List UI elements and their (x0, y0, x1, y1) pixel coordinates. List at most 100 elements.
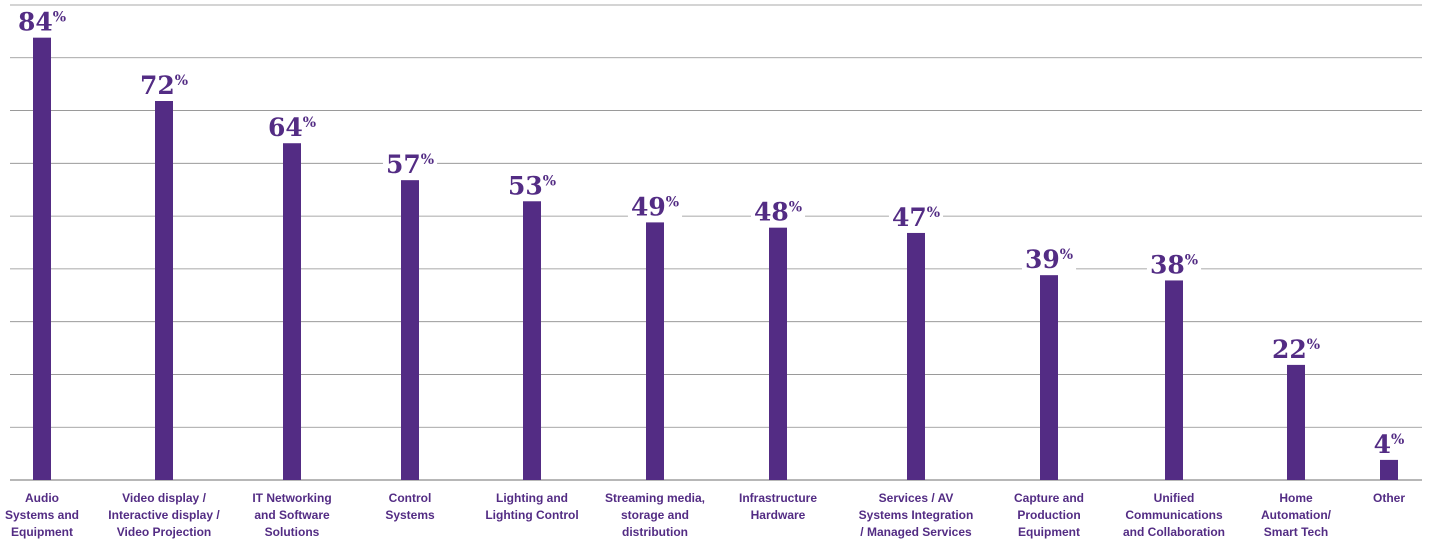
value-text: 38% (1150, 250, 1198, 279)
value-unit: % (789, 200, 802, 216)
value-label: 39% (1021, 244, 1077, 276)
value-label: 4% (1370, 428, 1408, 460)
category-label-line: Video display / (122, 491, 206, 505)
value-number: 53 (508, 171, 543, 200)
category-label-line: Capture and (1014, 491, 1084, 505)
value-text: 39% (1025, 245, 1073, 274)
category-label-line: Smart Tech (1264, 525, 1328, 539)
category-label-line: IT Networking (252, 491, 331, 505)
value-label: 53% (504, 170, 560, 202)
bar (401, 179, 419, 480)
category-label-line: Infrastructure (739, 491, 817, 505)
category-label: Home Automation/Smart Tech (1261, 491, 1332, 539)
value-label: 47% (888, 201, 944, 233)
category-label-line: Control (389, 491, 432, 505)
category-label-line: Communications (1125, 508, 1223, 522)
value-labels: 84%72%64%57%53%49% 48% 47%39% 38%22%4% (14, 6, 1408, 460)
category-label-line: Equipment (1018, 525, 1080, 539)
category-label: Control Systems (385, 491, 435, 522)
category-label-line: and Software (254, 508, 330, 522)
value-text: 72% (140, 71, 188, 100)
value-number: 64 (268, 113, 303, 142)
value-label-bg (264, 112, 320, 144)
category-label-line: Equipment (11, 525, 73, 539)
category-label-line: distribution (622, 525, 688, 539)
category-label: Audio Systems and Equipment (5, 491, 79, 539)
bar (1380, 458, 1398, 480)
value-number: 4 (1374, 430, 1391, 459)
category-label-line: Production (1017, 508, 1080, 522)
category-label-line: Services / AV (879, 491, 954, 505)
bar (283, 142, 301, 480)
value-label-bg (888, 201, 944, 233)
category-label-line: Automation/ (1261, 508, 1332, 522)
category-labels: Audio Systems and Equipment Video display /… (5, 491, 1405, 539)
value-text: 53% (508, 171, 556, 200)
category-label-line: Systems Integration (859, 508, 974, 522)
value-label-bg (1370, 428, 1408, 460)
category-label-line: Streaming media, (605, 491, 705, 505)
value-number: 57 (386, 150, 421, 179)
value-text: 4% (1374, 430, 1405, 459)
bar (523, 200, 541, 480)
bar (769, 226, 787, 480)
bars (33, 36, 1398, 481)
bar (1040, 274, 1058, 480)
value-number: 84 (18, 8, 53, 37)
value-number: 49 (631, 192, 666, 221)
value-label-bg (627, 191, 683, 223)
value-label: 48% (750, 196, 806, 228)
category-label: Lighting and Lighting Control (485, 491, 578, 522)
bar (646, 221, 664, 480)
value-label: 38% (1146, 249, 1202, 281)
value-unit: % (666, 194, 679, 210)
bar (33, 36, 51, 481)
gridlines (10, 4, 1422, 481)
value-unit: % (303, 115, 316, 131)
category-label: Other (1373, 491, 1405, 505)
value-label-bg (382, 149, 438, 181)
value-label: 64% (264, 112, 320, 144)
value-unit: % (1307, 337, 1320, 353)
value-label: 22% (1268, 333, 1324, 365)
value-text: 84% (18, 8, 66, 37)
value-unit: % (421, 152, 434, 168)
bar (1165, 279, 1183, 480)
category-label-line: Lighting Control (485, 508, 578, 522)
category-label-line: Video Projection (117, 525, 211, 539)
category-label-line: Systems and (5, 508, 79, 522)
value-number: 47 (892, 203, 927, 232)
category-label: Video display / Interactive display / Vide… (108, 491, 220, 539)
value-number: 72 (140, 71, 175, 100)
value-label-bg (1268, 333, 1324, 365)
value-number: 39 (1025, 245, 1060, 274)
value-label-bg (1146, 249, 1202, 281)
category-label: IT Networking and Software Solutions (252, 491, 331, 539)
category-label: Unified Communications and Collaboration (1123, 491, 1225, 539)
category-label-line: and Collaboration (1123, 525, 1225, 539)
value-text: 57% (386, 150, 434, 179)
value-label-bg (504, 170, 560, 202)
value-unit: % (1185, 252, 1198, 268)
value-text: 64% (268, 113, 316, 142)
value-label-bg (14, 6, 70, 38)
value-number: 48 (754, 198, 789, 227)
category-label: Infrastructure Hardware (739, 491, 817, 522)
value-text: 22% (1272, 335, 1320, 364)
category-label: Capture and Production Equipment (1014, 491, 1084, 539)
bar (907, 231, 925, 480)
category-label-line: Unified (1154, 491, 1195, 505)
value-unit: % (53, 10, 66, 26)
value-number: 38 (1150, 250, 1185, 279)
value-unit: % (927, 205, 940, 221)
value-unit: % (175, 73, 188, 89)
value-text: 49% (631, 192, 679, 221)
value-unit: % (1391, 432, 1404, 448)
value-label: 84% (14, 6, 70, 38)
value-label-bg (136, 70, 192, 101)
value-unit: % (1060, 247, 1073, 263)
value-text: 47% (892, 203, 940, 232)
bar (1287, 363, 1305, 480)
category-label-line: Solutions (265, 525, 320, 539)
